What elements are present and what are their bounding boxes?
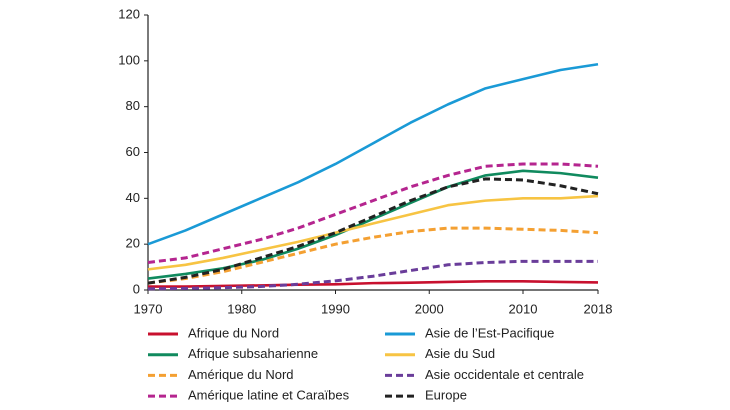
x-tick-label: 1990 [321, 301, 350, 316]
legend-label: Amérique du Nord [188, 367, 294, 382]
series-line [147, 259, 598, 291]
x-tick-label: 2018 [584, 301, 613, 316]
x-tick-label: 1980 [227, 301, 256, 316]
y-tick-label: 80 [126, 98, 140, 113]
y-tick-label: 20 [126, 236, 140, 251]
series-line [147, 62, 599, 246]
x-tick-label: 1970 [134, 301, 163, 316]
y-tick-label: 120 [118, 6, 140, 21]
legend-label: Europe [425, 388, 467, 403]
y-tick-label: 0 [133, 281, 140, 296]
legend-label: Afrique du Nord [188, 325, 279, 340]
x-tick-label: 2010 [509, 301, 538, 316]
series-line [147, 177, 599, 285]
series-line [147, 169, 599, 280]
x-tick-label: 2000 [415, 301, 444, 316]
legend-label: Asie occidentale et centrale [425, 367, 584, 382]
y-tick-label: 40 [126, 190, 140, 205]
series-line [147, 162, 599, 264]
y-tick-label: 100 [118, 52, 140, 67]
series-line [147, 194, 599, 271]
legend-label: Asie du Sud [425, 346, 495, 361]
y-tick-label: 60 [126, 144, 140, 159]
legend-label: Amérique latine et Caraïbes [188, 388, 350, 403]
series-line [148, 279, 599, 288]
series-line [147, 226, 599, 285]
legend-label: Afrique subsaharienne [188, 346, 318, 361]
legend-label: Asie de l’Est-Pacifique [425, 325, 554, 340]
